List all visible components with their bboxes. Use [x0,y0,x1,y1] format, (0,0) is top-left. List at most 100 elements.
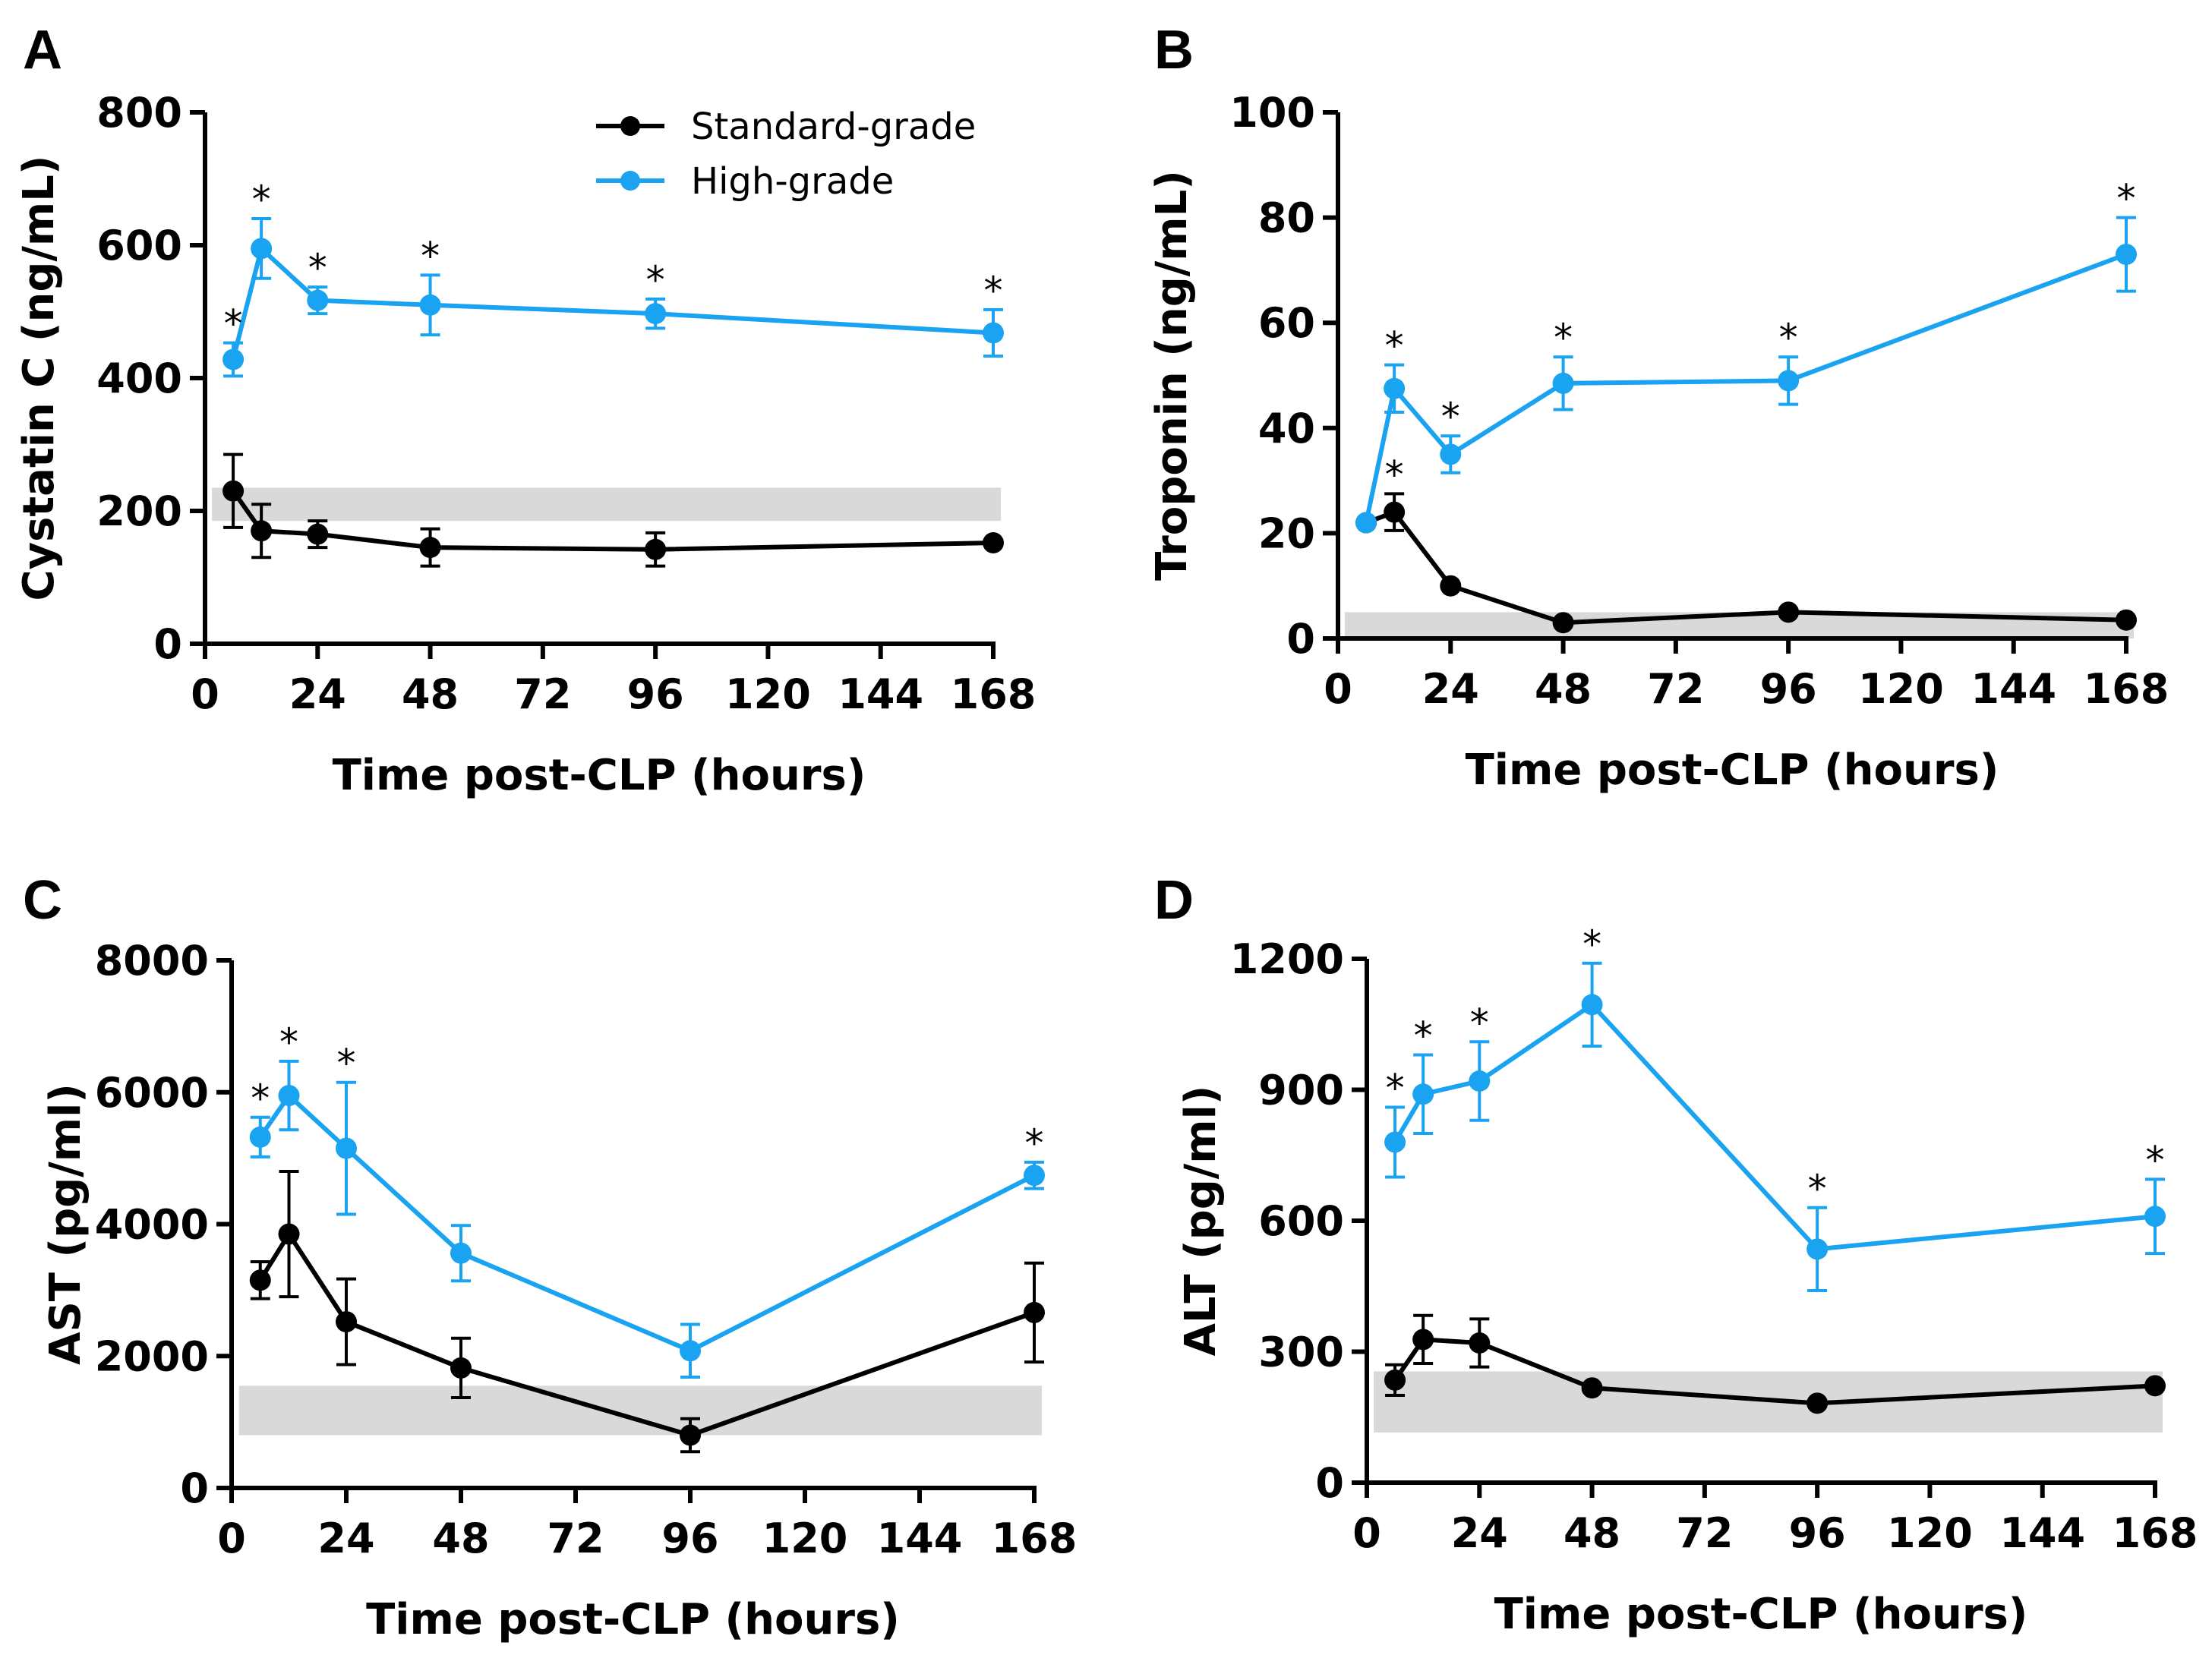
x-tick-label: 0 [191,670,219,718]
chart-panel-d: 0 300 600 900 1200 0 24 48 72 96 120 144 168 Time pos… [1176,922,2198,1639]
data-point-standard [450,1357,472,1379]
series-standard [1384,1313,2166,1414]
y-tick-label: 4000 [95,1201,209,1249]
panel-letter-d: D [1154,870,1194,931]
y-tick-label: 8000 [95,937,209,985]
data-point-standard [249,1269,271,1291]
x-tick-label: 72 [547,1515,604,1562]
panel-letter-c: C [23,870,62,931]
significance-marker-high: * [1779,316,1798,360]
chart-panel-b: 0 20 40 60 80 100 0 24 48 72 96 120 144 168 Time post-… [1147,89,2169,795]
significance-marker-high: * [2117,177,2136,221]
data-point-high [1552,372,1574,394]
data-point-high [222,348,245,370]
x-tick-label: 168 [2113,1509,2198,1557]
x-tick-label: 48 [1564,1509,1620,1557]
x-tick-label: 120 [725,670,811,718]
panel-letter-b: B [1154,20,1194,80]
data-point-high [1440,443,1462,465]
data-point-high [249,1126,271,1148]
y-tick-label: 300 [1258,1329,1344,1376]
y-tick-label: 6000 [95,1069,209,1117]
series-line-standard [1365,509,2127,626]
x-tick-label: 120 [1887,1509,1973,1557]
data-point-high [1384,377,1406,399]
series-standard [249,1170,1045,1454]
data-point-high [1807,1238,1829,1260]
x-tick-label: 48 [1535,665,1592,713]
data-point-standard [278,1223,300,1245]
data-point-standard [307,523,329,545]
data-point-standard [983,532,1004,553]
y-tick-label: 0 [180,1464,209,1512]
series-line-high [1393,1002,2156,1252]
y-tick-label: 0 [1315,1459,1344,1507]
y-tick-label: 800 [96,89,182,137]
significance-marker-high: * [337,1042,356,1086]
x-axis-title: Time post-CLP (hours) [1494,1590,2028,1639]
data-point-standard [1412,1329,1434,1351]
y-tick-label: 0 [153,620,182,668]
y-tick-label: 100 [1229,89,1315,137]
x-tick-label: 24 [1451,1509,1508,1557]
x-tick-label: 0 [1352,1509,1381,1557]
data-point-high [251,238,273,260]
data-point-standard [645,538,667,560]
significance-marker-high: * [1441,395,1460,439]
y-axis-title: AST (pg/ml) [41,1083,90,1365]
x-tick-label: 120 [1858,665,1944,713]
x-tick-label: 96 [661,1515,718,1562]
x-tick-label: 120 [762,1515,848,1562]
x-tick-label: 168 [992,1515,1078,1562]
series-high: ****** [1384,922,2166,1292]
legend-marker-high [620,171,640,191]
y-axis-title: Cystatin C (ng/mL) [14,155,64,601]
series-high: * * * * * [1355,177,2137,534]
data-point-high [307,289,329,311]
significance-marker-high: * [1470,1001,1489,1045]
data-point-high [2144,1206,2166,1228]
data-point-high [1778,370,1800,392]
data-point-standard [1384,501,1406,523]
data-point-standard [222,480,245,502]
data-point-high [1355,512,1377,534]
series-line-high [231,246,994,361]
significance-marker-high: * [1414,1014,1433,1058]
x-tick-label: 72 [1647,665,1704,713]
series-high: ** ** [249,1020,1045,1379]
significance-marker-high: * [1582,922,1601,966]
y-tick-label: 0 [1286,615,1315,663]
data-point-high [680,1340,701,1362]
panel-letter-a: A [23,20,62,80]
series-standard: * [1355,452,2137,634]
x-axis-title: Time post-CLP (hours) [333,751,866,800]
x-tick-label: 144 [1971,665,2056,713]
data-point-standard [680,1424,701,1446]
y-tick-label: 20 [1258,509,1315,557]
x-tick-label: 144 [877,1515,963,1562]
significance-marker-high: * [421,234,440,278]
data-point-standard [1440,575,1462,597]
x-tick-label: 0 [1324,665,1352,713]
y-axis-title: ALT (pg/ml) [1176,1086,1226,1357]
x-tick-label: 24 [1422,665,1479,713]
series-line-high [1364,252,2128,524]
x-tick-label: 96 [1789,1509,1846,1557]
data-point-high [1412,1083,1434,1105]
data-point-standard [2116,609,2137,631]
chart-panel-a: 0 200 400 600 800 0 24 48 72 96 120 144 168 Time post… [14,89,1036,800]
y-tick-label: 80 [1258,194,1315,242]
series-standard [222,452,1004,568]
data-point-standard [1384,1369,1406,1391]
x-tick-label: 168 [951,670,1037,718]
x-tick-label: 72 [514,670,571,718]
data-point-high [1384,1131,1406,1153]
data-point-standard [1778,601,1800,623]
x-tick-label: 0 [217,1515,246,1562]
data-point-high [2116,244,2137,266]
y-tick-label: 600 [1258,1197,1344,1245]
data-point-standard [1581,1377,1603,1399]
y-axis-title: Troponin (ng/mL) [1147,170,1197,581]
significance-marker-high: * [251,1076,270,1121]
x-tick-label: 24 [289,670,346,718]
